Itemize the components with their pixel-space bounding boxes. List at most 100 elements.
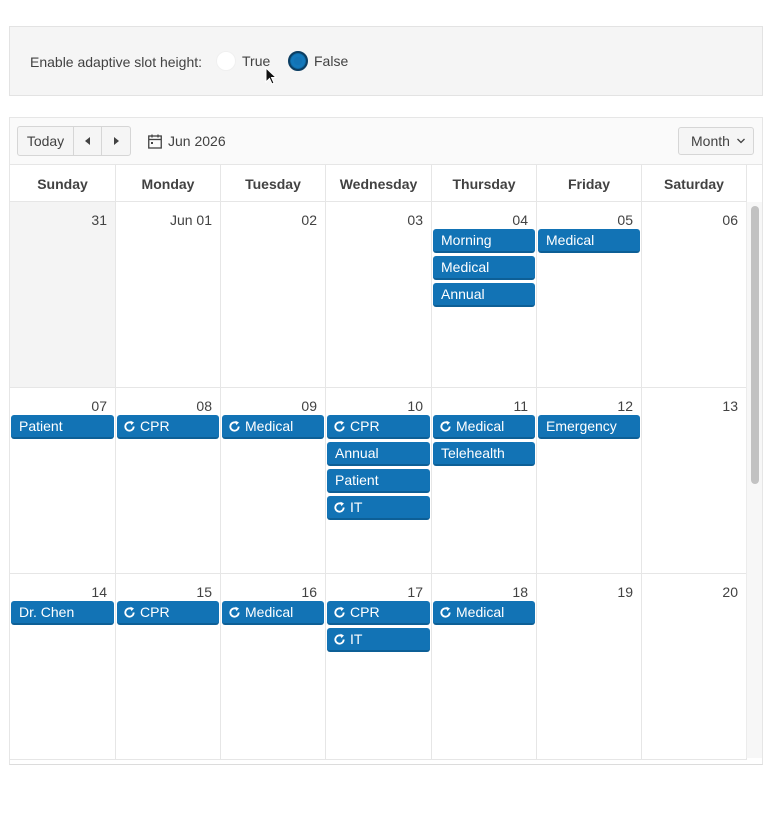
calendar-cell[interactable]: 15	[116, 574, 221, 760]
calendar-cell[interactable]: 06	[642, 202, 747, 388]
day-number[interactable]: 10	[407, 398, 423, 414]
calendar-cell[interactable]: 10	[326, 388, 432, 574]
event-item[interactable]: IT	[327, 628, 430, 652]
adaptive-slot-height-label: Enable adaptive slot height:	[30, 54, 203, 70]
calendar-cell[interactable]: 12	[537, 388, 642, 574]
calendar-cell[interactable]: Jun 01	[116, 202, 221, 388]
scheduler-toolbar: Today Jun 2026 Month	[10, 118, 762, 165]
calendar-cell[interactable]: 13	[642, 388, 747, 574]
event-item[interactable]: CPR	[117, 601, 219, 625]
calendar-cell[interactable]: 08	[116, 388, 221, 574]
day-number[interactable]: 16	[301, 584, 317, 600]
event-title: Morning	[441, 232, 492, 248]
today-button[interactable]: Today	[18, 127, 74, 155]
event-item[interactable]: Medical	[222, 415, 324, 439]
recurrence-icon	[334, 420, 345, 432]
day-number[interactable]: 13	[722, 398, 738, 414]
radio-true[interactable]: True	[216, 51, 270, 71]
event-title: CPR	[140, 604, 170, 620]
next-button[interactable]	[102, 127, 130, 155]
event-item[interactable]: Patient	[327, 469, 430, 493]
event-item[interactable]: CPR	[327, 601, 430, 625]
event-item[interactable]: Medical	[433, 601, 535, 625]
calendar-cell[interactable]: 20	[642, 574, 747, 760]
calendar-cell[interactable]: 18	[432, 574, 537, 760]
event-item[interactable]: CPR	[117, 415, 219, 439]
calendar-cell[interactable]: 07	[10, 388, 116, 574]
event-item[interactable]: Dr. Chen	[11, 601, 114, 625]
month-grid: 31 Jun 01 02 03 04 05 06 Morning Medical Annual Me…	[10, 202, 747, 764]
radio-true-circle[interactable]	[216, 51, 236, 71]
event-title: Annual	[441, 286, 485, 302]
calendar-cell[interactable]: 16	[221, 574, 326, 760]
event-title: Medical	[456, 604, 505, 620]
scrollbar-thumb[interactable]	[751, 206, 759, 484]
calendar-cell[interactable]: 14	[10, 574, 116, 760]
event-item[interactable]: Morning	[433, 229, 535, 253]
day-number[interactable]: 20	[722, 584, 738, 600]
date-range-label: Jun 2026	[168, 133, 226, 149]
event-title: Emergency	[546, 418, 617, 434]
event-item[interactable]: Telehealth	[433, 442, 535, 466]
day-header: Friday	[537, 165, 642, 202]
calendar-cell[interactable]: 11	[432, 388, 537, 574]
calendar-cell[interactable]: 04	[432, 202, 537, 388]
event-item[interactable]: Emergency	[538, 415, 640, 439]
previous-button[interactable]	[74, 127, 102, 155]
event-title: Patient	[335, 472, 379, 488]
event-item[interactable]: Patient	[11, 415, 114, 439]
event-title: Medical	[245, 604, 294, 620]
calendar-cell[interactable]: 31	[10, 202, 116, 388]
day-number[interactable]: 05	[617, 212, 633, 228]
day-header: Tuesday	[221, 165, 326, 202]
calendar-cell[interactable]: 02	[221, 202, 326, 388]
day-number[interactable]: 17	[407, 584, 423, 600]
recurrence-icon	[334, 633, 345, 645]
radio-false-circle[interactable]	[288, 51, 308, 71]
event-item[interactable]: CPR	[327, 415, 430, 439]
view-select[interactable]: Month	[678, 127, 754, 155]
day-number[interactable]: Jun 01	[169, 212, 212, 228]
recurrence-icon	[124, 420, 135, 432]
vertical-scrollbar[interactable]	[746, 202, 762, 758]
day-number[interactable]: 07	[91, 398, 107, 414]
calendar-cell[interactable]: 05	[537, 202, 642, 388]
caret-right-icon	[114, 137, 119, 145]
event-item[interactable]: Medical	[538, 229, 640, 253]
event-item[interactable]: IT	[327, 496, 430, 520]
date-range-button[interactable]: Jun 2026	[148, 133, 226, 149]
event-item[interactable]: Medical	[433, 415, 535, 439]
day-number[interactable]: 19	[617, 584, 633, 600]
calendar-cell[interactable]: 09	[221, 388, 326, 574]
day-number[interactable]: 04	[512, 212, 528, 228]
day-number[interactable]: 09	[301, 398, 317, 414]
event-item[interactable]: Medical	[433, 256, 535, 280]
day-header: Saturday	[642, 165, 747, 202]
day-number[interactable]: 08	[196, 398, 212, 414]
recurrence-icon	[229, 606, 240, 618]
day-number[interactable]: 03	[407, 212, 423, 228]
day-number[interactable]: 14	[91, 584, 107, 600]
recurrence-icon	[229, 420, 240, 432]
calendar-cell[interactable]: 03	[326, 202, 432, 388]
day-headers: Sunday Monday Tuesday Wednesday Thursday Frid…	[10, 165, 747, 202]
chevron-down-icon	[737, 138, 745, 144]
mouse-cursor-icon	[265, 67, 277, 85]
event-item[interactable]: Medical	[222, 601, 324, 625]
radio-false[interactable]: False	[288, 51, 348, 71]
recurrence-icon	[440, 420, 451, 432]
day-number[interactable]: 31	[91, 212, 107, 228]
event-item[interactable]: Annual	[433, 283, 535, 307]
event-title: IT	[350, 499, 363, 515]
event-item[interactable]: Annual	[327, 442, 430, 466]
calendar-cell[interactable]: 19	[537, 574, 642, 760]
day-number[interactable]: 15	[196, 584, 212, 600]
day-number[interactable]: 12	[617, 398, 633, 414]
event-title: Telehealth	[441, 445, 505, 461]
day-number[interactable]: 06	[722, 212, 738, 228]
calendar-cell[interactable]: 17	[326, 574, 432, 760]
day-number[interactable]: 11	[513, 398, 528, 414]
day-number[interactable]: 02	[301, 212, 317, 228]
day-number[interactable]: 18	[512, 584, 528, 600]
recurrence-icon	[334, 501, 345, 513]
